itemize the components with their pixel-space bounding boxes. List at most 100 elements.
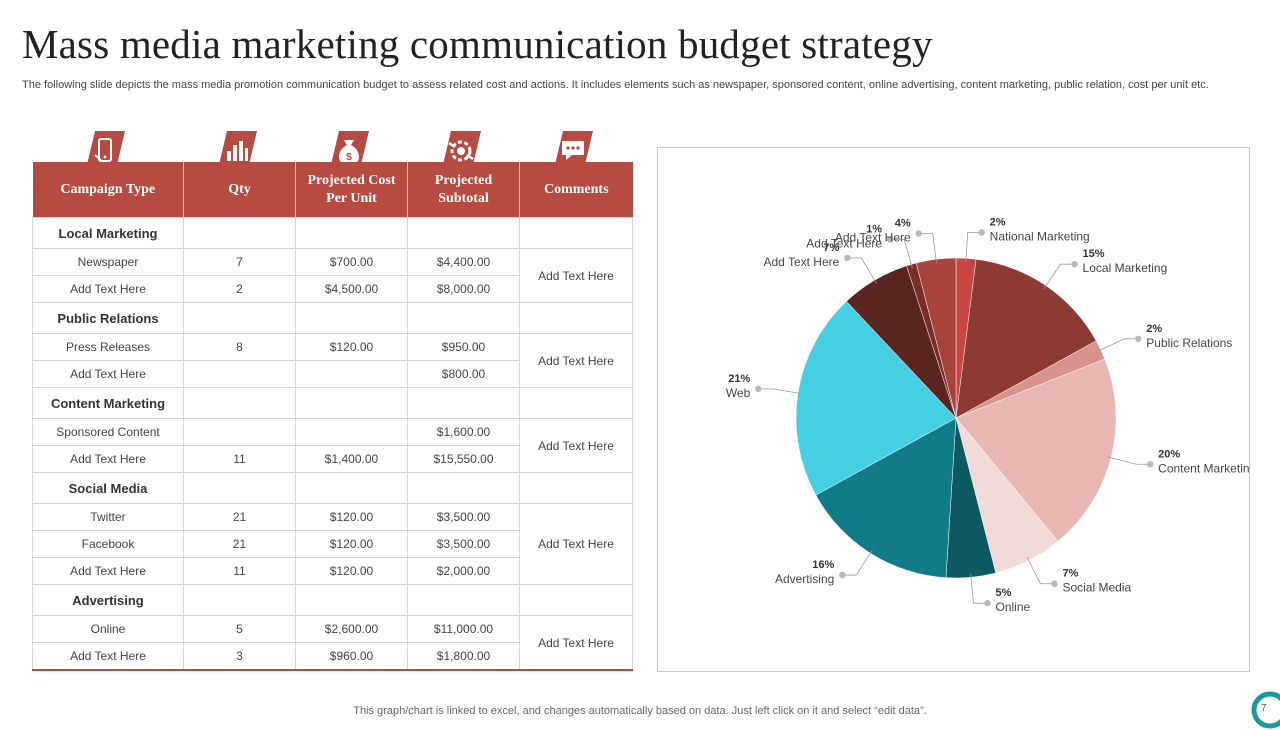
slice-category-label: Content Marketing [1158, 461, 1249, 475]
leader-dot [984, 599, 991, 607]
slice-category-label: Advertising [775, 572, 834, 586]
comment-cell: Add Text Here [519, 333, 633, 388]
qty-cell: 7 [183, 248, 296, 276]
table-row: Sponsored Content $1,600.00 Add Text Her… [32, 418, 633, 473]
qty-cell [183, 418, 296, 446]
cost-cell [295, 360, 408, 388]
table-row: Facebook 21 $120.00 $3,500.00 [32, 530, 633, 558]
section-row: Social Media [32, 472, 633, 504]
cost-cell: $120.00 [295, 530, 408, 558]
col-header-subtotal: Projected Subtotal [407, 162, 520, 218]
slice-value-label: 2% [1146, 323, 1162, 335]
cost-cell: $120.00 [295, 333, 408, 361]
comment-cell: Add Text Here [519, 615, 633, 671]
comment-cell: Add Text Here [519, 503, 633, 585]
qty-cell: 5 [183, 615, 296, 643]
section-row: Public Relations [32, 302, 633, 334]
slice-value-label: 20% [1158, 448, 1180, 460]
slice-category-label: Social Media [1062, 581, 1131, 595]
slice-category-label: Public Relations [1146, 336, 1232, 350]
leader-dot [1071, 260, 1078, 268]
leader-line [1043, 263, 1075, 290]
slice-value-label: 4% [895, 217, 911, 229]
slice-value-label: 16% [812, 559, 834, 571]
budget-table: Campaign Type Qty Projected Cost Per Uni… [32, 162, 633, 671]
subtotal-cell: $3,500.00 [407, 503, 520, 531]
subtotal-cell: $2,000.00 [407, 557, 520, 585]
comment-cell: Add Text Here [519, 248, 633, 303]
leader-dot [978, 229, 985, 236]
slice-category-label: Add Text Here [806, 236, 882, 250]
subtotal-cell: $3,500.00 [407, 530, 520, 558]
cost-cell: $2,600.00 [295, 615, 408, 643]
campaign-type-cell: Newspaper [32, 248, 184, 276]
section-name: Content Marketing [32, 387, 184, 419]
col-header-qty: Qty [183, 162, 296, 218]
qty-cell: 11 [183, 445, 296, 473]
leader-line [842, 549, 873, 576]
leader-dot [844, 254, 851, 262]
leader-line [918, 233, 937, 264]
svg-text:$: $ [346, 152, 352, 163]
leader-dot [755, 385, 762, 393]
table-row: Press Releases 8 $120.00 $950.00 Add Tex… [32, 333, 633, 388]
campaign-type-cell: Add Text Here [32, 557, 184, 585]
campaign-type-cell: Online [32, 615, 184, 643]
section-row: Advertising [32, 584, 633, 616]
cost-cell: $700.00 [295, 248, 408, 276]
slice-value-label: 21% [728, 373, 750, 385]
leader-line [1026, 556, 1055, 585]
slice-value-label: 2% [990, 216, 1006, 228]
leader-dot [886, 236, 894, 243]
qty-cell: 11 [183, 557, 296, 585]
subtotal-cell: $800.00 [407, 360, 520, 388]
section-row: Local Marketing [32, 217, 633, 249]
table-header-row: Campaign Type Qty Projected Cost Per Uni… [32, 162, 633, 218]
subtotal-cell: $1,600.00 [407, 418, 520, 446]
leader-line [1096, 338, 1139, 352]
leader-line [758, 388, 802, 394]
qty-cell [183, 360, 296, 388]
slice-category-label: National Marketing [990, 229, 1090, 243]
cost-cell: $960.00 [295, 642, 408, 671]
leader-line [890, 238, 913, 269]
campaign-type-cell: Press Releases [32, 333, 184, 361]
slice-category-label: Online [996, 600, 1031, 614]
section-name: Public Relations [32, 302, 184, 334]
cost-cell: $120.00 [295, 503, 408, 531]
cost-cell [295, 418, 408, 446]
leader-line [965, 231, 982, 263]
cost-cell: $4,500.00 [295, 275, 408, 303]
col-header-comments: Comments [519, 162, 633, 218]
table-row: Online 5 $2,600.00 $11,000.00 Add Text H… [32, 615, 633, 671]
campaign-type-cell: Twitter [32, 503, 184, 531]
slice-category-label: Add Text Here [763, 255, 839, 269]
leader-dot [915, 230, 922, 237]
page-number: 7 [1261, 703, 1267, 714]
campaign-type-cell: Add Text Here [32, 445, 184, 473]
subtotal-cell: $950.00 [407, 333, 520, 361]
campaign-type-cell: Add Text Here [32, 360, 184, 388]
slice-category-label: Web [726, 386, 751, 400]
slice-value-label: 5% [996, 587, 1012, 599]
campaign-type-cell: Facebook [32, 530, 184, 558]
subtotal-cell: $11,000.00 [407, 615, 520, 643]
section-name: Advertising [32, 584, 184, 616]
qty-cell: 21 [183, 503, 296, 531]
slice-category-label: Add Text Here [835, 230, 911, 244]
leader-line [1106, 456, 1151, 465]
campaign-type-cell: Sponsored Content [32, 418, 184, 446]
table-row: Twitter 21 $120.00 $3,500.00 Add Text He… [32, 503, 633, 585]
qty-cell: 8 [183, 333, 296, 361]
slice-value-label: 7% [823, 242, 839, 254]
section-name: Social Media [32, 472, 184, 504]
table-row: Newspaper 7 $700.00 $4,400.00 Add Text H… [32, 248, 633, 303]
col-header-cost-per-unit: Projected Cost Per Unit [295, 162, 408, 218]
subtotal-cell: $4,400.00 [407, 248, 520, 276]
section-row: Content Marketing [32, 387, 633, 419]
col-header-campaign-type: Campaign Type [32, 162, 184, 218]
slice-category-label: Local Marketing [1083, 261, 1168, 275]
slice-value-label: 7% [1062, 568, 1078, 580]
leader-line [847, 257, 877, 284]
